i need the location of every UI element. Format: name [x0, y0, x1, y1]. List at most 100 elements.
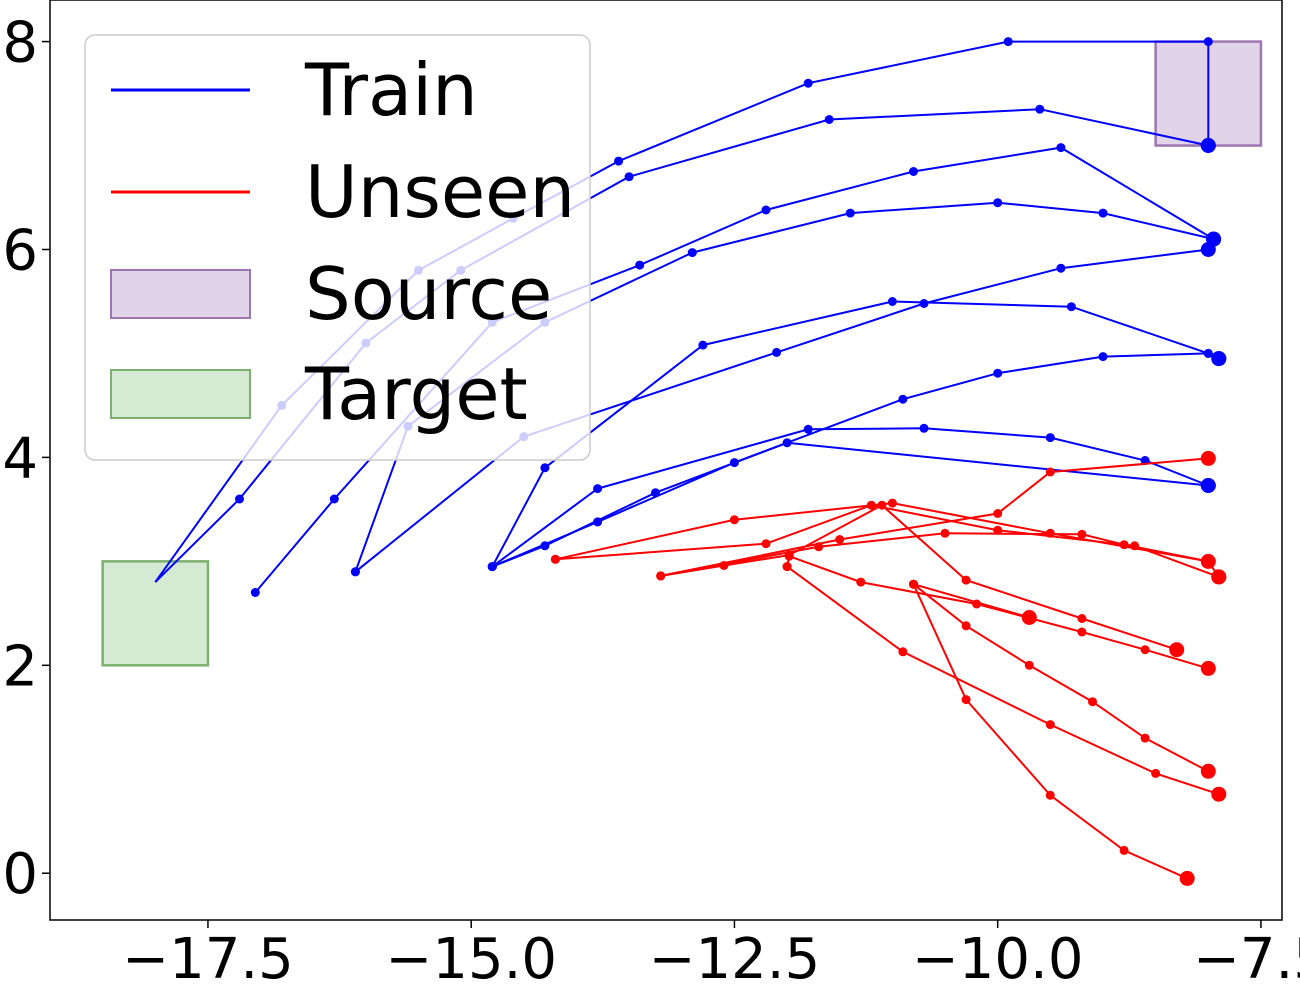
- train-trajectory-5: [487, 297, 1227, 572]
- unseen-point: [550, 554, 560, 564]
- unseen-trajectory-18: [909, 579, 1037, 625]
- unseen-point: [887, 498, 897, 508]
- unseen-point: [1119, 540, 1129, 550]
- legend-swatch-source: [110, 269, 251, 319]
- train-point: [909, 167, 918, 176]
- train-point: [1003, 37, 1013, 47]
- train-point: [1203, 37, 1213, 47]
- unseen-point: [961, 695, 971, 705]
- unseen-line: [913, 583, 1030, 619]
- unseen-point: [784, 551, 794, 561]
- train-point: [1200, 478, 1216, 493]
- train-point: [1098, 208, 1108, 218]
- train-point: [782, 438, 792, 448]
- plot-frame: [49, 0, 1283, 921]
- train-point: [1098, 352, 1108, 362]
- train-point: [614, 156, 624, 166]
- train-point: [250, 588, 260, 597]
- train-point: [919, 423, 929, 433]
- y-tick-label: 0: [2, 842, 38, 907]
- unseen-point: [1200, 660, 1216, 676]
- legend-label-train: Train: [304, 48, 478, 132]
- legend-label-target: Target: [304, 352, 528, 436]
- train-point: [772, 347, 782, 357]
- train-point: [1045, 433, 1055, 443]
- unseen-point: [1200, 553, 1216, 569]
- unseen-point: [1077, 529, 1087, 539]
- train-point: [651, 488, 660, 498]
- train-trajectory-7: [487, 423, 1216, 572]
- train-point: [919, 299, 929, 308]
- train-point: [350, 567, 360, 577]
- train-point: [898, 394, 908, 404]
- legend-item-train: Train: [111, 48, 478, 132]
- unseen-point: [835, 535, 845, 544]
- unseen-line: [786, 565, 1220, 796]
- x-tick-label: −10.0: [912, 927, 1084, 990]
- train-point: [487, 562, 497, 572]
- legend-box: [84, 34, 591, 461]
- unseen-point: [1211, 786, 1227, 802]
- train-point: [687, 248, 697, 258]
- x-tick-label: −17.5: [122, 927, 294, 990]
- train-point: [761, 205, 771, 215]
- train-trajectory-8: [487, 438, 1216, 572]
- legend-item-unseen: Unseen: [111, 150, 575, 234]
- unseen-line: [555, 504, 1220, 578]
- train-point: [635, 260, 645, 270]
- unseen-point: [656, 571, 666, 581]
- train-line: [491, 441, 1209, 568]
- train-point: [803, 78, 813, 88]
- x-axis-ticks: −17.5 −15.0 −12.5 −10.0 −7.5: [122, 920, 1300, 990]
- unseen-point: [1077, 614, 1087, 623]
- train-point: [1056, 143, 1066, 153]
- y-axis-ticks: 0 2 4 6 8: [2, 11, 50, 907]
- unseen-point: [1200, 763, 1216, 779]
- unseen-line: [912, 583, 1209, 773]
- unseen-point: [1045, 720, 1055, 730]
- y-tick-label: 2: [2, 634, 38, 699]
- unseen-point: [814, 542, 824, 552]
- train-point: [1200, 138, 1216, 153]
- unseen-trajectory-13: [656, 500, 1185, 658]
- train-point: [1056, 263, 1066, 273]
- unseen-point: [993, 509, 1003, 518]
- unseen-point: [1140, 645, 1150, 655]
- unseen-point: [877, 500, 887, 510]
- train-point: [1035, 104, 1045, 114]
- train-line: [491, 352, 1220, 568]
- unseen-point: [1119, 845, 1129, 855]
- unseen-line: [912, 583, 1188, 880]
- unseen-trajectory-10: [550, 500, 1227, 585]
- legend-label-source: Source: [305, 252, 552, 336]
- unseen-point: [940, 528, 950, 538]
- train-point: [824, 115, 834, 124]
- unseen-point: [909, 579, 918, 589]
- train-point: [698, 340, 708, 350]
- unseen-point: [961, 621, 971, 631]
- unseen-point: [1045, 467, 1055, 477]
- train-line: [491, 300, 1220, 568]
- train-point: [1066, 302, 1076, 312]
- train-point: [624, 172, 634, 182]
- train-point: [540, 463, 550, 473]
- legend-item-target: Target: [110, 352, 528, 436]
- unseen-point: [1021, 610, 1037, 625]
- unseen-point: [1140, 733, 1150, 743]
- unseen-point: [719, 561, 729, 570]
- x-tick-label: −7.5: [1193, 927, 1300, 990]
- unseen-trajectory-15: [782, 562, 1227, 802]
- unseen-point: [729, 515, 739, 525]
- unseen-point: [1151, 768, 1161, 778]
- y-tick-label: 6: [2, 218, 38, 283]
- train-point: [803, 424, 813, 434]
- unseen-trajectory-16: [909, 579, 1216, 779]
- train-point: [1203, 348, 1213, 358]
- unseen-point: [961, 575, 971, 585]
- train-point: [845, 208, 855, 218]
- train-point: [993, 198, 1003, 208]
- y-tick-label: 8: [2, 11, 38, 76]
- legend-label-unseen: Unseen: [305, 150, 575, 234]
- unseen-point: [1045, 790, 1055, 800]
